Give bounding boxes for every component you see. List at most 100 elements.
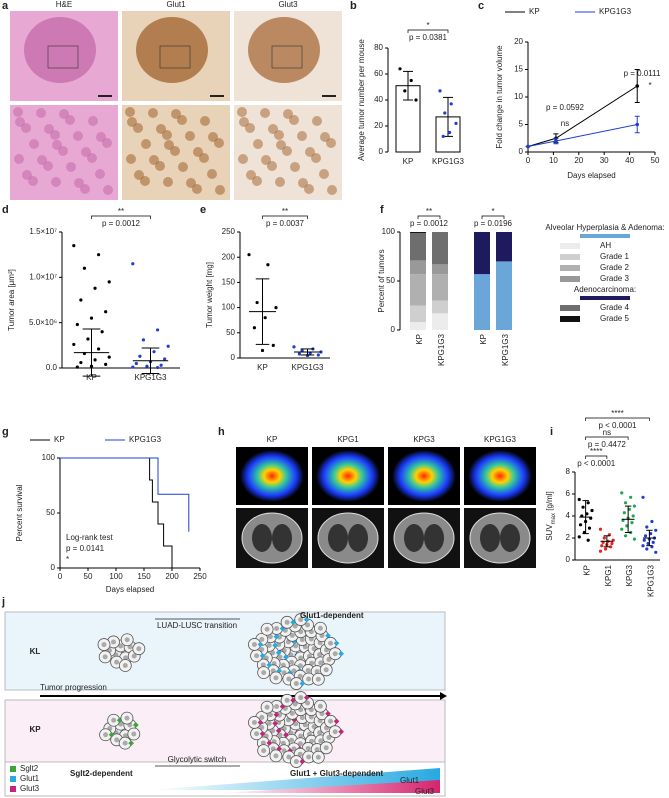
nucleus xyxy=(326,656,332,662)
data-point xyxy=(632,537,637,541)
ct-lung xyxy=(404,524,424,552)
column-label: H&E xyxy=(56,0,72,9)
cell xyxy=(88,116,98,126)
transporter xyxy=(283,654,289,660)
nucleus xyxy=(110,639,116,645)
x-tick-label: 50 xyxy=(84,572,93,581)
sig-bracket xyxy=(585,436,629,440)
nucleus xyxy=(305,745,311,751)
cell xyxy=(29,139,39,149)
data-point xyxy=(134,361,138,366)
legend-heading: Alveolar Hyperplasia & Adenoma: xyxy=(545,223,664,232)
data-point xyxy=(107,355,111,359)
x-tick-label: 0 xyxy=(58,572,63,581)
x-tick-label: KP xyxy=(257,363,268,372)
pet-signal xyxy=(316,450,380,502)
nucleus xyxy=(103,732,109,738)
tumor-region xyxy=(24,17,96,83)
pet-signal xyxy=(392,450,456,502)
transporter xyxy=(273,633,280,640)
nucleus xyxy=(305,667,311,673)
bar-segment xyxy=(410,232,426,261)
sig-bracket xyxy=(585,455,608,459)
x-tick-label: 200 xyxy=(165,572,179,581)
x-tick-label: 150 xyxy=(137,572,151,581)
nucleus xyxy=(323,745,329,751)
column-label: Glut1 xyxy=(166,0,186,9)
diagram-label: Glut1-dependent xyxy=(300,611,364,620)
nucleus xyxy=(114,659,120,665)
data-point xyxy=(152,350,156,354)
sig-stars: ** xyxy=(118,207,124,216)
wedge-label: Glut1 xyxy=(400,776,420,785)
y-tick-label: 0 xyxy=(519,147,524,156)
data-point xyxy=(131,365,135,369)
data-point xyxy=(449,102,453,106)
nucleus xyxy=(328,640,334,646)
cell xyxy=(134,170,144,180)
legend-swatch xyxy=(10,786,16,792)
inset-box xyxy=(159,45,191,69)
y-axis-label: Tumor weight [mg] xyxy=(205,262,214,328)
diagram-label: KP xyxy=(29,725,41,734)
nucleus xyxy=(314,747,320,753)
transporter xyxy=(333,718,340,725)
bar-segment xyxy=(432,300,448,314)
nucleus xyxy=(317,730,323,736)
y-tick-label: 0 xyxy=(379,147,384,156)
cell xyxy=(290,162,300,172)
y-tick-label: 5.0×10⁶ xyxy=(29,318,57,327)
data-point xyxy=(155,365,160,370)
y-tick-label: 100 xyxy=(382,227,396,236)
data-point xyxy=(581,505,585,509)
bar-segment xyxy=(496,232,512,262)
cell xyxy=(15,117,25,127)
pet-signal xyxy=(240,450,304,502)
nucleus xyxy=(124,637,130,643)
cell xyxy=(95,169,105,179)
data-point xyxy=(623,501,628,505)
nucleus xyxy=(122,663,128,669)
panel-letter: g xyxy=(2,426,9,438)
transporter xyxy=(257,641,264,648)
survival-curve xyxy=(60,457,190,532)
column-label: KPG1G3 xyxy=(484,435,517,444)
cell xyxy=(215,185,225,195)
legend-heading: Adenocarcinoma: xyxy=(574,285,636,294)
data-point xyxy=(586,538,590,542)
nucleus xyxy=(259,636,265,642)
cell xyxy=(305,147,315,157)
cell xyxy=(208,132,218,142)
transporter xyxy=(338,650,344,657)
nucleus xyxy=(260,662,266,668)
diagram-label: LUAD-LUSC transition xyxy=(157,621,237,630)
nucleus xyxy=(317,703,323,709)
sig-bracket xyxy=(262,215,308,219)
data-point xyxy=(104,362,108,366)
legend-swatch xyxy=(580,296,630,300)
nucleus xyxy=(251,641,257,647)
data-point xyxy=(454,121,458,125)
data-point xyxy=(263,316,267,320)
data-point xyxy=(316,353,320,357)
bar-segment xyxy=(432,232,448,265)
nucleus xyxy=(293,721,299,727)
nucleus xyxy=(267,712,273,718)
diagram-label: KL xyxy=(30,647,41,656)
cell xyxy=(319,169,329,179)
data-point xyxy=(620,491,624,495)
panel-letter: j xyxy=(1,596,5,608)
data-point xyxy=(622,511,626,515)
cell xyxy=(171,109,181,119)
y-tick-label: 80 xyxy=(374,43,383,52)
data-point xyxy=(398,67,402,71)
nucleus xyxy=(291,668,297,674)
nucleus xyxy=(306,754,312,760)
transporter xyxy=(303,616,310,623)
nucleus xyxy=(260,740,266,746)
legend-label: Glut3 xyxy=(20,784,40,793)
data-point xyxy=(654,550,658,554)
cell xyxy=(22,170,32,180)
cell xyxy=(320,132,330,142)
